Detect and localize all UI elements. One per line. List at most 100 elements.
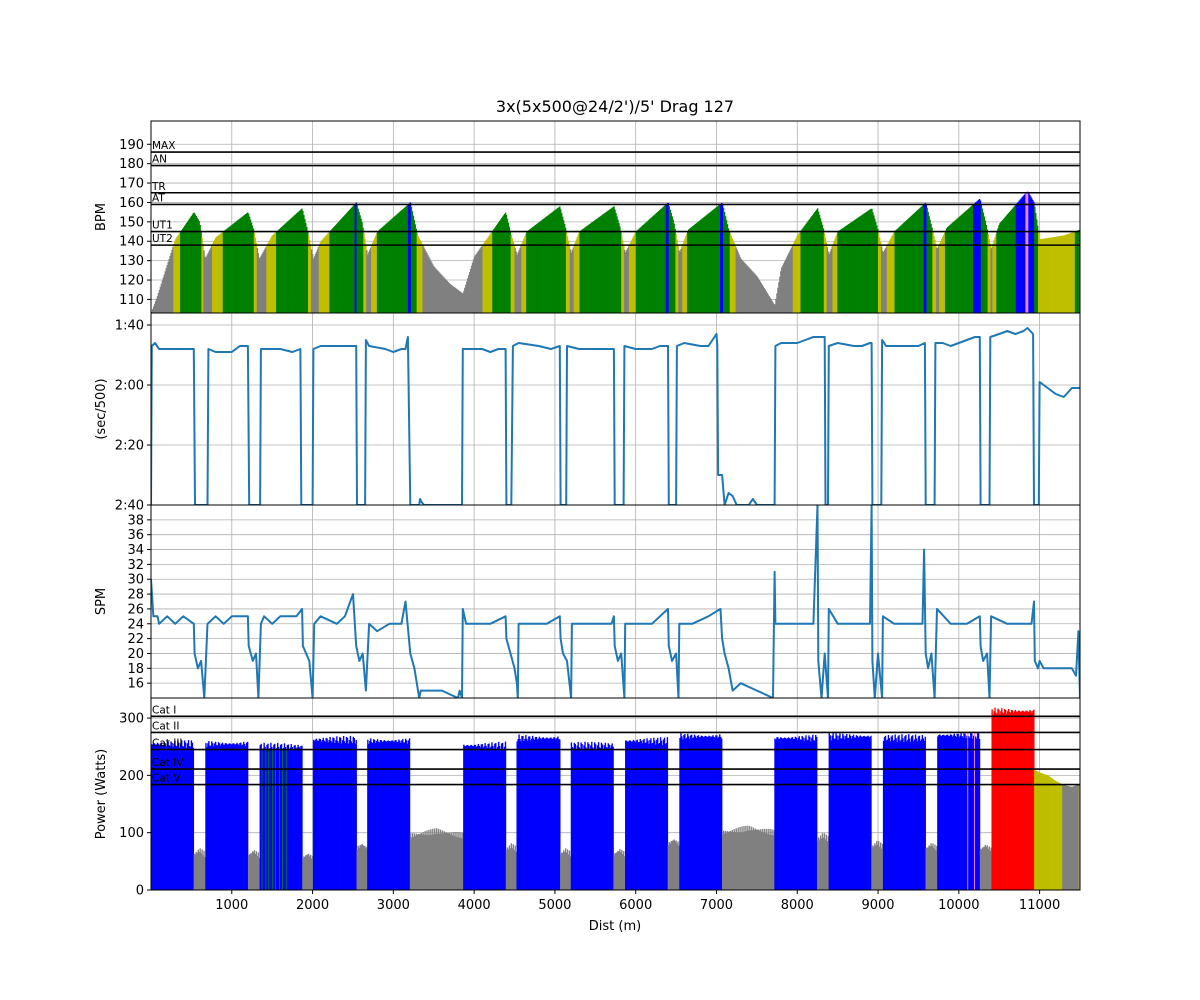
hr-bar bbox=[898, 227, 900, 313]
hr-bar bbox=[859, 216, 861, 313]
power-bar bbox=[607, 743, 609, 890]
hr-bar bbox=[770, 299, 772, 313]
power-bar bbox=[392, 741, 394, 890]
hr-bar bbox=[751, 270, 753, 313]
hr-bar bbox=[432, 264, 434, 313]
y-tick-label: 30 bbox=[127, 573, 144, 588]
hr-bar bbox=[798, 233, 800, 313]
hr-bar bbox=[209, 249, 211, 313]
y-tick-label: 130 bbox=[119, 254, 144, 269]
hr-bar bbox=[280, 227, 283, 313]
power-bar bbox=[230, 744, 232, 890]
hr-bar bbox=[1019, 199, 1021, 313]
power-bar bbox=[341, 743, 343, 890]
hr-bar bbox=[972, 204, 974, 313]
hr-bar bbox=[705, 215, 707, 313]
hr-bar bbox=[892, 233, 894, 313]
hr-bar bbox=[223, 230, 226, 313]
hr-bar bbox=[532, 226, 535, 313]
power-bar bbox=[417, 833, 419, 890]
hr-bar bbox=[926, 207, 928, 313]
power-bar bbox=[297, 744, 299, 890]
power-bar bbox=[1013, 711, 1016, 890]
hr-bar bbox=[265, 246, 267, 313]
hr-bar bbox=[502, 215, 505, 313]
hr-bar bbox=[920, 206, 923, 313]
hr-bar bbox=[943, 232, 946, 313]
hr-bar bbox=[738, 254, 740, 313]
hr-bar bbox=[767, 294, 769, 313]
power-bar bbox=[834, 738, 836, 890]
power-bar bbox=[907, 739, 909, 890]
hr-bar bbox=[172, 246, 174, 313]
power-bar bbox=[233, 743, 235, 890]
hr-bar bbox=[376, 231, 379, 313]
hr-bar bbox=[471, 262, 474, 313]
hr-bar bbox=[438, 272, 441, 313]
hr-bar bbox=[816, 209, 818, 313]
power-bar bbox=[739, 826, 741, 890]
power-bar bbox=[990, 847, 992, 890]
hr-bar bbox=[396, 214, 398, 313]
power-bar bbox=[540, 739, 543, 890]
power-bar bbox=[442, 833, 445, 890]
hr-bar bbox=[830, 248, 832, 313]
hr-bar bbox=[298, 211, 300, 313]
hr-bar bbox=[970, 206, 972, 313]
power-bar bbox=[767, 828, 769, 890]
hr-bar bbox=[1056, 236, 1058, 313]
power-bar bbox=[711, 736, 713, 890]
power-bar bbox=[304, 856, 306, 890]
power-bar bbox=[1050, 777, 1052, 890]
hr-bar bbox=[195, 216, 197, 313]
power-bar bbox=[676, 843, 678, 890]
hr-bar bbox=[851, 221, 854, 313]
power-bar bbox=[1008, 712, 1011, 890]
hr-bar bbox=[1045, 238, 1048, 313]
hr-bar bbox=[319, 242, 322, 313]
hr-bar bbox=[1034, 206, 1036, 313]
hr-bar bbox=[530, 228, 532, 313]
power-bar bbox=[818, 839, 821, 890]
hr-bar bbox=[952, 221, 955, 313]
power-bar bbox=[946, 734, 949, 890]
hr-bar bbox=[254, 237, 257, 313]
power-bar bbox=[841, 738, 843, 890]
power-bar bbox=[374, 743, 377, 890]
hr-bar bbox=[648, 219, 650, 313]
power-bar bbox=[729, 830, 732, 890]
hr-bar bbox=[697, 221, 700, 313]
hr-bar bbox=[291, 217, 293, 313]
hr-bar bbox=[485, 240, 487, 313]
power-bar bbox=[339, 737, 341, 890]
hr-bar bbox=[1057, 236, 1059, 313]
power-bar bbox=[575, 749, 577, 890]
power-bar bbox=[934, 844, 936, 890]
hr-bar bbox=[550, 213, 552, 313]
hr-bar bbox=[300, 209, 302, 313]
power-bar bbox=[917, 736, 920, 890]
power-bar bbox=[822, 837, 825, 890]
hr-bar bbox=[641, 225, 643, 313]
power-bar bbox=[980, 849, 983, 890]
power-bar bbox=[994, 707, 996, 890]
power-bar bbox=[191, 742, 194, 890]
hr-bar bbox=[277, 229, 280, 313]
power-bar bbox=[707, 736, 709, 890]
hr-bar bbox=[269, 239, 271, 313]
power-bar bbox=[1063, 785, 1065, 890]
power-bar bbox=[349, 735, 352, 890]
power-bar bbox=[256, 856, 259, 890]
power-bar bbox=[201, 849, 203, 890]
hr-bar bbox=[572, 247, 575, 313]
power-bar bbox=[585, 747, 587, 890]
power-bar bbox=[593, 748, 595, 890]
hr-bar bbox=[183, 225, 186, 313]
hr-bar bbox=[474, 255, 477, 313]
hr-bar bbox=[470, 265, 473, 313]
hr-bar bbox=[741, 259, 743, 313]
hr-bar bbox=[507, 222, 510, 313]
hr-bar bbox=[259, 257, 261, 313]
hr-bar bbox=[338, 221, 340, 313]
y-tick-label: 28 bbox=[127, 588, 144, 603]
